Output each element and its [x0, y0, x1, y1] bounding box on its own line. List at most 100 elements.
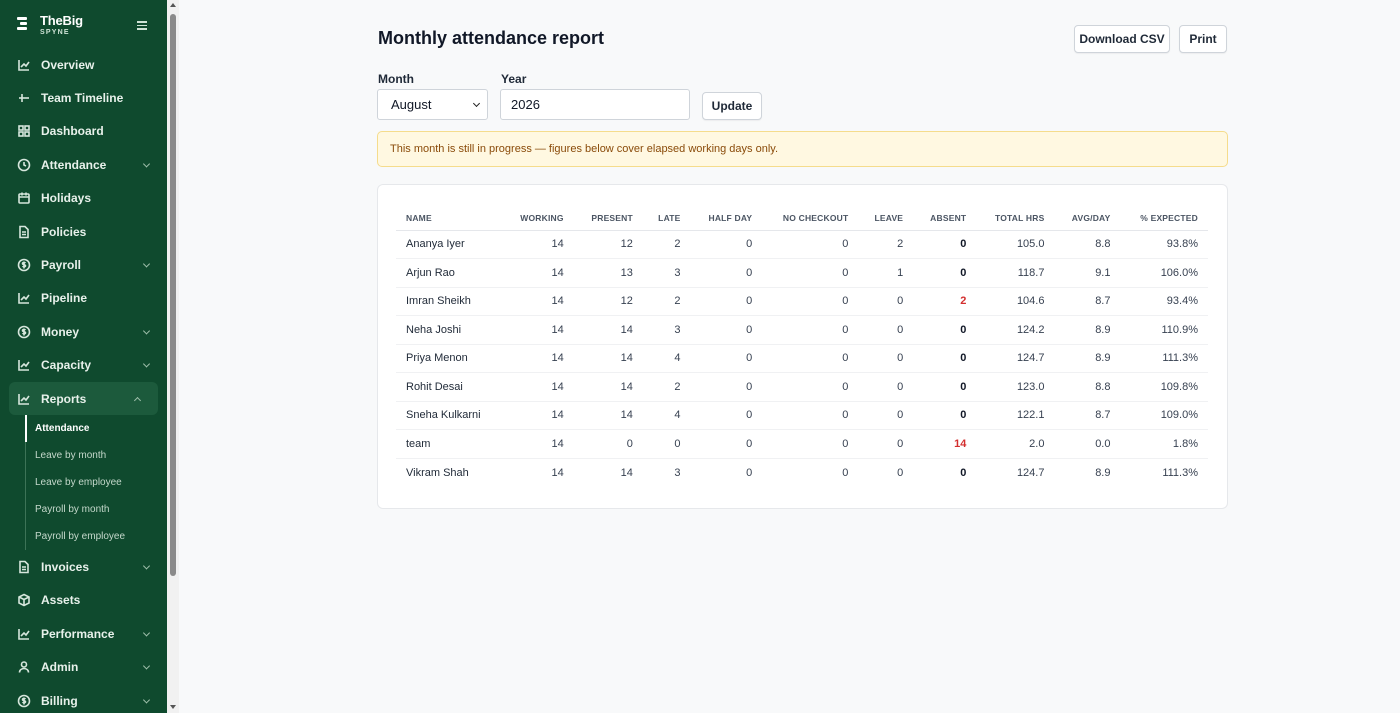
reports-submenu: Attendance Leave by month Leave by employe… [25, 415, 167, 551]
chart-line-icon [17, 627, 31, 641]
grid-icon [17, 124, 31, 138]
sidebar-item-invoices[interactable]: Invoices [0, 550, 167, 583]
column-header-avg-day[interactable]: AVG/DAY [1054, 207, 1121, 231]
sidebar-scrollbar[interactable] [167, 0, 179, 713]
chart-line-icon [17, 392, 31, 406]
cell-name: team [396, 429, 503, 459]
cell-avg-day: 8.9 [1054, 344, 1121, 373]
document-icon [17, 560, 31, 574]
cell-absent: 2 [913, 287, 977, 316]
cell-no-checkout: 0 [842, 466, 849, 479]
column-header-no-checkout[interactable]: NO CHECKOUT [762, 207, 859, 231]
column-header-total-hrs[interactable]: TOTAL HRS [976, 207, 1055, 231]
cell-no-checkout: 0 [762, 372, 859, 402]
cell-present: 13 [573, 258, 643, 288]
document-icon [17, 225, 31, 239]
sidebar-item-money[interactable]: Money [0, 315, 167, 348]
cell-total-hrs: 104.6 [976, 287, 1055, 316]
cell-late: 4 [642, 344, 691, 373]
sidebar-subitem-leave-by-month[interactable]: Leave by month [35, 450, 107, 462]
table-body: Ananya Iyer 14 12 2 0 0 2 0 105.0 8.8 93.8% Arjun R… [396, 230, 1208, 487]
cell-late: 2 [642, 230, 691, 259]
year-input[interactable]: 2026 [500, 89, 690, 120]
cell-absent: 14 [913, 429, 977, 459]
download-csv-button[interactable]: Download CSV [1074, 25, 1170, 53]
cell-expected: 93.8% [1120, 230, 1208, 259]
update-button[interactable]: Update [702, 92, 762, 120]
cell-leave: 1 [858, 258, 914, 288]
sidebar-item-pipeline[interactable]: Pipeline [0, 282, 167, 315]
sidebar-item-reports[interactable]: Reports [9, 381, 158, 416]
cell-working: 14 [502, 401, 574, 430]
cell-present: 12 [573, 230, 643, 259]
scroll-down-icon[interactable] [170, 705, 176, 709]
sidebar-item-capacity[interactable]: Capacity [0, 349, 167, 382]
cell-expected: 109.8% [1120, 372, 1208, 402]
sidebar-subitem-payroll-by-employee[interactable]: Payroll by employee [35, 531, 126, 543]
brand-subtitle: SPYNE [40, 29, 70, 36]
timeline-icon [17, 91, 31, 105]
chevron-down-icon [142, 629, 151, 637]
scroll-up-icon[interactable] [170, 3, 176, 7]
cell-total-hrs: 2.0 [976, 429, 1055, 459]
sidebar-item-performance[interactable]: Performance [0, 617, 167, 650]
sidebar-item-overview[interactable]: Overview [0, 48, 167, 81]
page-title: Monthly attendance report [378, 28, 605, 48]
column-header-working[interactable]: WORKING [502, 207, 574, 231]
sidebar-subitem-attendance[interactable]: Attendance [25, 415, 167, 443]
sidebar-item-policies[interactable]: Policies [0, 215, 167, 248]
cell-expected: 106.0% [1120, 258, 1208, 288]
cell-half-day: 0 [690, 315, 763, 345]
chevron-down-icon [142, 260, 151, 268]
chevron-down-icon [142, 160, 151, 168]
column-header-leave[interactable]: LEAVE [858, 207, 914, 231]
sidebar-item-payroll[interactable]: Payroll [0, 248, 167, 281]
sidebar-subitem-payroll-by-month[interactable]: Payroll by month [35, 504, 110, 516]
cell-avg-day: 9.1 [1054, 258, 1121, 288]
column-header-late[interactable]: LATE [642, 207, 691, 231]
column-header-absent[interactable]: ABSENT [913, 207, 977, 231]
cell-leave: 2 [858, 230, 914, 259]
cell-absent: 0 [913, 401, 977, 430]
column-header-name[interactable]: NAME [396, 207, 503, 231]
cell-present: 14 [573, 401, 643, 430]
cell-avg-day: 8.7 [1054, 401, 1121, 430]
cell-no-checkout: 0 [762, 230, 859, 259]
cell-late: 3 [642, 315, 691, 345]
cell-present: 14 [573, 315, 643, 345]
menu-toggle-icon[interactable] [137, 21, 147, 30]
sidebar-item-dashboard[interactable]: Dashboard [0, 115, 167, 148]
month-select-value: August [391, 97, 432, 112]
cell-no-checkout: 0 [762, 429, 859, 459]
cell-working: 14 [502, 372, 574, 402]
column-header-expected[interactable]: % EXPECTED [1120, 207, 1208, 231]
attendance-table: NAME WORKING PRESENT LATE HALF DAY NO CHECKOU… [396, 207, 1208, 487]
sidebar-item-team-timeline[interactable]: Team Timeline [0, 81, 167, 114]
cell-total-hrs: 122.1 [976, 401, 1055, 430]
cell-total-hrs: 123.0 [976, 372, 1055, 402]
table-header-row: NAME WORKING PRESENT LATE HALF DAY NO CHECKOU… [396, 207, 1208, 231]
month-select[interactable]: August [377, 89, 488, 120]
cell-no-checkout: 0 [762, 287, 859, 316]
sidebar-subitem-leave-by-employee[interactable]: Leave by employee [35, 477, 122, 489]
sidebar-item-label: Performance [41, 626, 115, 641]
cell-late: 4 [642, 401, 691, 430]
brand[interactable]: TheBig SPYNE [15, 11, 155, 39]
sidebar-item-admin[interactable]: Admin [0, 650, 167, 683]
column-header-present[interactable]: PRESENT [573, 207, 643, 231]
table-row: Vikram Shah 14 14 3 0 0 0 0 124.7 8.9 111.3% [396, 458, 1208, 487]
cell-present: 0 [573, 429, 643, 459]
cell-leave: 0 [858, 401, 914, 430]
scrollbar-thumb[interactable] [170, 14, 176, 576]
print-button[interactable]: Print [1179, 25, 1227, 53]
sidebar-item-attendance[interactable]: Attendance [0, 148, 167, 181]
sidebar-item-billing[interactable]: Billing [0, 684, 167, 713]
column-header-half-day[interactable]: HALF DAY [690, 207, 763, 231]
cell-half-day: 0 [690, 372, 763, 402]
sidebar-nav: Overview Team Timeline Dashboard Attendance… [0, 48, 167, 713]
dollar-circle-icon [17, 325, 31, 339]
sidebar-item-assets[interactable]: Assets [0, 584, 167, 617]
sidebar-item-holidays[interactable]: Holidays [0, 182, 167, 215]
sidebar-item-label: Pipeline [41, 291, 88, 306]
sidebar-item-label: Holidays [41, 191, 92, 206]
